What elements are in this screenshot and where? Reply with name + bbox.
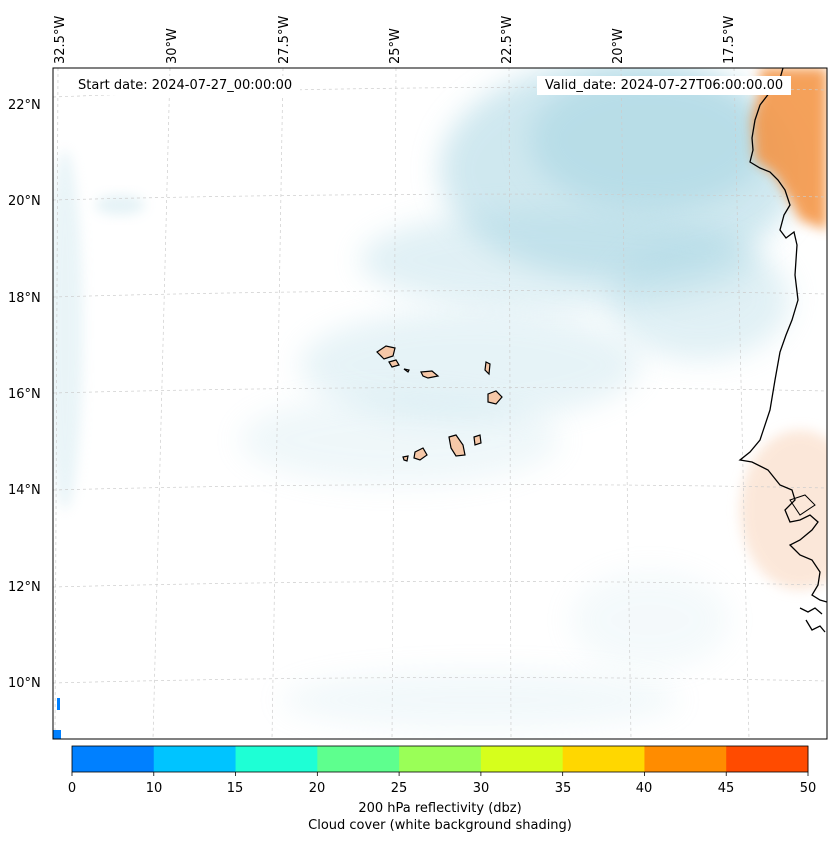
- african-coastline: [738, 68, 827, 633]
- map-frame: [52, 67, 828, 740]
- colorbar-tick-label: 50: [799, 781, 817, 796]
- start-date-label: Start date: 2024-07-27_00:00:00: [70, 76, 301, 95]
- colorbar-bin: [317, 746, 400, 772]
- longitude-label: 20°W: [611, 28, 626, 64]
- colorbar-tick-label: 25: [390, 781, 408, 796]
- latitude-label: 16°N: [8, 387, 41, 402]
- longitude-label: 22.5°W: [500, 15, 515, 64]
- longitude-label: 30°W: [165, 28, 180, 64]
- island-santa-luzia: [403, 368, 410, 373]
- colorbar-bin: [72, 746, 155, 772]
- longitude-label: 27.5°W: [277, 15, 292, 64]
- colorbar-tick-label: 30: [472, 781, 490, 796]
- longitude-label: 17.5°W: [722, 15, 737, 64]
- latitude-label: 18°N: [8, 291, 41, 306]
- colorbar-tick-label: 20: [308, 781, 326, 796]
- island-santiago: [448, 434, 466, 457]
- island-fogo: [413, 447, 428, 461]
- latitude-label: 14°N: [8, 483, 41, 498]
- colorbar-tick-label: 45: [717, 781, 735, 796]
- colorbar-bin: [153, 746, 237, 772]
- colorbar: [71, 745, 809, 776]
- colorbar-tick-label: 35: [554, 781, 572, 796]
- colorbar-label: 200 hPa reflectivity (dbz): [358, 801, 522, 816]
- colorbar-bin: [562, 746, 645, 772]
- graticule: [53, 68, 827, 739]
- island-sao-vicente: [388, 359, 400, 368]
- island-sal: [484, 361, 491, 376]
- reflectivity-shading: [740, 68, 827, 590]
- latitude-label: 12°N: [8, 580, 41, 595]
- island-santo-antao: [376, 345, 396, 360]
- coastline-inlet: [789, 494, 816, 516]
- longitude-label: 25°W: [388, 28, 403, 64]
- latitude-label: 20°N: [8, 194, 41, 209]
- colorbar-bin: [235, 746, 318, 772]
- cape-verde-islands[interactable]: [376, 345, 503, 462]
- colorbar-sublabel: Cloud cover (white background shading): [308, 818, 572, 833]
- valid-date-label: Valid_date: 2024-07-27T06:00:00.00: [537, 76, 792, 95]
- colorbar-tick-label: 40: [635, 781, 653, 796]
- island-sao-nicolau: [420, 370, 440, 379]
- island-brava: [402, 455, 409, 462]
- reflectivity-blip: [57, 698, 60, 710]
- reflectivity-blip: [53, 730, 61, 739]
- colorbar-tick-label: 15: [226, 781, 244, 796]
- colorbar-tick-label: 10: [145, 781, 163, 796]
- latitude-label: 22°N: [8, 98, 41, 113]
- colorbar-bin: [644, 746, 727, 772]
- colorbar-bin: [399, 746, 482, 772]
- colorbar-frame: [71, 745, 809, 773]
- latitude-label: 10°N: [8, 676, 41, 691]
- colorbar-bin: [480, 746, 564, 772]
- island-boa-vista: [487, 390, 503, 405]
- colorbar-tick-label: 0: [67, 781, 77, 796]
- longitude-label: 32.5°W: [53, 15, 68, 64]
- island-maio: [473, 434, 482, 446]
- cloud-cover-shading: [53, 68, 800, 730]
- colorbar-bin: [726, 746, 809, 772]
